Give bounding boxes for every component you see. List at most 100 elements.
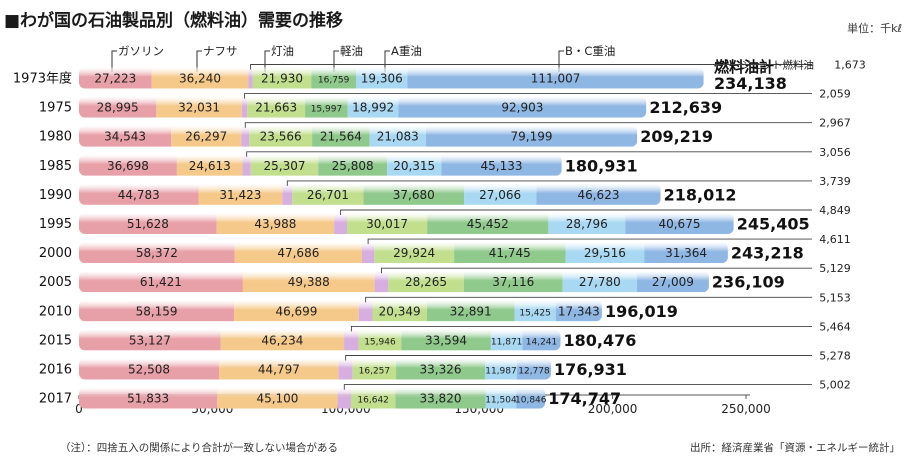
data-label-naphtha: 26,297 xyxy=(185,130,227,144)
bar-segment-jet xyxy=(241,125,250,147)
data-label-bc_heavy: 10,846 xyxy=(515,396,547,406)
data-label-kerosene: 21,930 xyxy=(261,72,303,86)
bar-segment-a_heavy xyxy=(356,67,408,89)
data-label-light_oil: 15,997 xyxy=(311,105,343,115)
stacked-bar xyxy=(79,300,602,322)
stacked-bar xyxy=(79,125,638,147)
jet-leader-line xyxy=(367,238,812,245)
bar-segment-light_oil xyxy=(427,213,549,234)
data-label-kerosene: 28,265 xyxy=(405,275,447,289)
bar-segment-bc_heavy xyxy=(516,387,546,409)
bar-segment-light_oil xyxy=(395,387,486,409)
data-label-kerosene: 26,701 xyxy=(307,188,349,202)
totals-title: 燃料油計 xyxy=(714,58,774,76)
x-tick-label: 200,000 xyxy=(588,402,638,416)
bar-segment-bc_heavy xyxy=(555,300,602,322)
category-label: 2000 xyxy=(39,246,72,261)
jet-series-label: ジェット燃料油 xyxy=(741,59,815,72)
stacked-bar xyxy=(79,154,562,176)
jet-leader-line xyxy=(244,93,812,99)
bar-row-1985: 1985 36,698 24,613 25,307 25,808 20,315 45,133… xyxy=(39,146,851,176)
bar-segment-gasoline xyxy=(79,358,220,380)
stacked-bar xyxy=(79,271,709,293)
bar-segment-naphtha xyxy=(242,271,375,293)
data-label-light_oil: 45,452 xyxy=(467,217,509,231)
bar-segment-gasoline xyxy=(79,67,152,89)
jet-leader-line xyxy=(343,384,812,390)
bar-segment-light_oil xyxy=(318,154,388,176)
bar-row-2016: 2016 52,508 44,797 16,257 33,326 11,987 12,778… xyxy=(39,350,851,380)
data-label-bc_heavy: 45,133 xyxy=(481,159,523,173)
bar-segment-kerosene xyxy=(292,183,364,205)
bar-segment-naphtha xyxy=(216,213,335,234)
category-label: 2010 xyxy=(39,304,72,319)
jet-value-label: 4,849 xyxy=(819,204,851,217)
data-label-kerosene: 20,349 xyxy=(379,304,421,318)
bar-segment-a_heavy xyxy=(562,271,637,293)
bar-segment-kerosene xyxy=(249,125,313,147)
legend-leader-naphtha xyxy=(196,50,202,72)
data-label-a_heavy: 28,796 xyxy=(566,217,608,231)
bar-segment-kerosene xyxy=(358,329,402,351)
data-label-a_heavy: 11,987 xyxy=(485,367,517,377)
stacked-bar xyxy=(79,358,552,380)
bar-segment-gasoline xyxy=(79,387,218,409)
bar-row-2010: 2010 58,159 46,699 20,349 32,891 15,425 17,343… xyxy=(39,291,851,322)
jet-leader-line xyxy=(365,296,812,303)
jet-value-label: 5,129 xyxy=(819,262,851,275)
bar-segment-a_heavy xyxy=(464,183,537,205)
bar-segment-light_oil xyxy=(463,271,563,293)
jet-value-label: 1,673 xyxy=(834,59,866,72)
bar-segment-naphtha xyxy=(171,125,242,147)
jet-value-label: 5,153 xyxy=(819,291,851,304)
jet-leader-line xyxy=(381,267,812,274)
bar-segment-bc_heavy xyxy=(644,242,728,264)
bar-segment-light_oil xyxy=(305,96,348,118)
jet-value-label: 3,056 xyxy=(819,146,851,159)
data-label-naphtha: 45,100 xyxy=(256,392,298,406)
bar-row-2005: 2005 61,421 49,388 28,265 37,116 27,780 27,009… xyxy=(39,262,851,293)
data-label-a_heavy: 27,780 xyxy=(579,275,621,289)
data-label-light_oil: 21,564 xyxy=(320,130,362,144)
bar-segment-a_heavy xyxy=(369,125,426,147)
category-label: 1980 xyxy=(39,130,72,145)
bar-segment-jet xyxy=(334,213,348,234)
bar-segment-gasoline xyxy=(79,183,199,205)
data-label-naphtha: 43,988 xyxy=(254,217,296,231)
bar-segment-jet xyxy=(374,271,389,293)
data-label-gasoline: 58,372 xyxy=(136,246,178,260)
category-label: 1990 xyxy=(39,188,72,203)
bar-segment-kerosene xyxy=(252,67,312,89)
total-label: 196,019 xyxy=(605,302,678,321)
data-label-gasoline: 36,698 xyxy=(107,159,149,173)
stacked-bar xyxy=(79,242,728,264)
bar-segment-jet xyxy=(337,387,351,409)
legend-label-gasoline: ガソリン xyxy=(118,44,164,58)
bar-segment-bc_heavy xyxy=(425,125,638,147)
bar-segment-bc_heavy xyxy=(516,358,552,380)
chart-title: ■わが国の石油製品別（燃料油）需要の推移 xyxy=(4,11,344,31)
bar-segment-bc_heavy xyxy=(636,271,709,293)
bar-segment-bc_heavy xyxy=(536,183,661,205)
bar-segment-jet xyxy=(338,358,353,380)
jet-leader-line xyxy=(340,209,812,215)
data-label-gasoline: 51,628 xyxy=(127,217,169,231)
data-label-a_heavy: 20,315 xyxy=(393,159,435,173)
category-label: 2005 xyxy=(39,275,72,290)
legend-leader-kerosene xyxy=(264,50,270,72)
x-tick-label: 0 xyxy=(75,402,83,416)
bar-segment-naphtha xyxy=(220,329,345,351)
stacked-bar xyxy=(79,387,546,409)
legend-leader-bc_heavy xyxy=(558,50,564,72)
bar-segment-light_oil xyxy=(401,329,491,351)
data-label-kerosene: 25,307 xyxy=(263,159,305,173)
bar-segment-naphtha xyxy=(156,96,242,118)
bar-segment-naphtha xyxy=(198,183,283,205)
data-label-light_oil: 16,759 xyxy=(318,76,350,86)
bar-segment-kerosene xyxy=(352,358,397,380)
jet-value-label: 2,059 xyxy=(819,88,851,101)
bar-segment-kerosene xyxy=(388,271,464,293)
bar-row-1990: 1990 44,783 31,423 26,701 37,680 27,066 46,623… xyxy=(39,175,851,205)
total-label: 209,219 xyxy=(640,127,713,146)
category-label: 1973年度 xyxy=(13,71,72,87)
